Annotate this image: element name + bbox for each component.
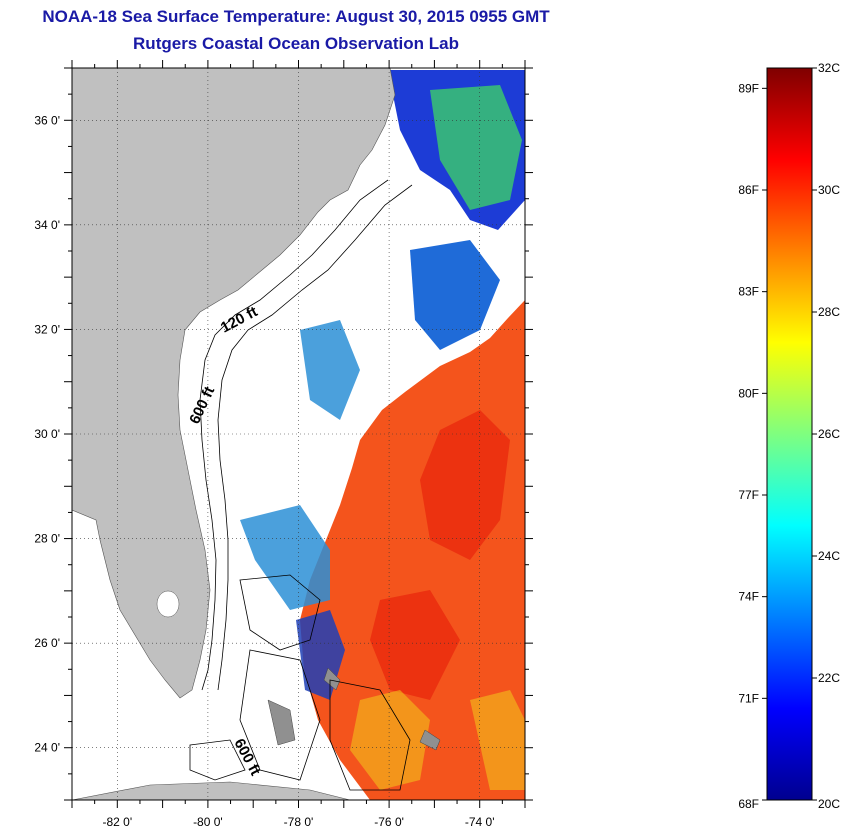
sst-warm-yellow bbox=[350, 690, 525, 790]
sst-cool-mid bbox=[410, 240, 500, 350]
land-mainland bbox=[72, 68, 396, 699]
lat-tick-label: 32 0' bbox=[34, 322, 60, 336]
colorbar-c-label: 30C bbox=[818, 183, 840, 197]
colorbar-f-label: 71F bbox=[738, 691, 759, 705]
contour-120ft bbox=[199, 179, 389, 691]
colorbar-f-label: 83F bbox=[738, 285, 759, 299]
colorbar-c-label: 28C bbox=[818, 305, 840, 319]
sst-hot-patches bbox=[370, 410, 510, 700]
colorbar-f-label: 89F bbox=[738, 81, 759, 95]
axis-ticks bbox=[64, 60, 533, 808]
colorbar-f-label: 77F bbox=[738, 488, 759, 502]
lat-tick-label: 26 0' bbox=[34, 636, 60, 650]
lon-tick-label: -82 0' bbox=[102, 815, 132, 829]
lon-tick-label: -74 0' bbox=[465, 815, 495, 829]
contour-600ft bbox=[217, 184, 413, 691]
lon-tick-label: -76 0' bbox=[374, 815, 404, 829]
sst-cool-coastal bbox=[240, 320, 360, 610]
colorbar-f-label: 74F bbox=[738, 590, 759, 604]
colorbar-c-label: 32C bbox=[818, 61, 840, 75]
chart-title: NOAA-18 Sea Surface Temperature: August … bbox=[42, 7, 550, 26]
lon-tick-label: -78 0' bbox=[284, 815, 314, 829]
lon-tick-label: -80 0' bbox=[193, 815, 223, 829]
colorbar-c-label: 22C bbox=[818, 671, 840, 685]
colorbar-f-label: 86F bbox=[738, 183, 759, 197]
lat-tick-label: 28 0' bbox=[34, 532, 60, 546]
colorbar-f-label: 80F bbox=[738, 386, 759, 400]
colorbar-c-label: 20C bbox=[818, 797, 840, 811]
latitude-labels: 36 0' 34 0' 32 0' 30 0' 28 0' 26 0' 24 0' bbox=[34, 113, 60, 754]
colorbar-ticks: 32C 30C 28C 26C 24C 22C 20C 89F 86F 83F 80F 77F 74F 7… bbox=[738, 61, 840, 811]
contour-bahamas bbox=[189, 574, 411, 791]
chart-subtitle: Rutgers Coastal Ocean Observation Lab bbox=[133, 34, 459, 53]
lat-tick-label: 34 0' bbox=[34, 218, 60, 232]
lat-tick-label: 36 0' bbox=[34, 113, 60, 127]
colorbar bbox=[766, 67, 813, 801]
land-cuba bbox=[72, 781, 351, 800]
colorbar-c-label: 24C bbox=[818, 549, 840, 563]
colorbar-c-label: 26C bbox=[818, 427, 840, 441]
longitude-labels: -82 0' -80 0' -78 0' -76 0' -74 0' bbox=[102, 815, 494, 829]
colorbar-f-label: 68F bbox=[738, 797, 759, 811]
lat-tick-label: 30 0' bbox=[34, 427, 60, 441]
lat-tick-label: 24 0' bbox=[34, 741, 60, 755]
lake-okeechobee bbox=[156, 590, 180, 618]
sst-green-north bbox=[430, 85, 522, 210]
land-bahamas bbox=[267, 667, 441, 751]
